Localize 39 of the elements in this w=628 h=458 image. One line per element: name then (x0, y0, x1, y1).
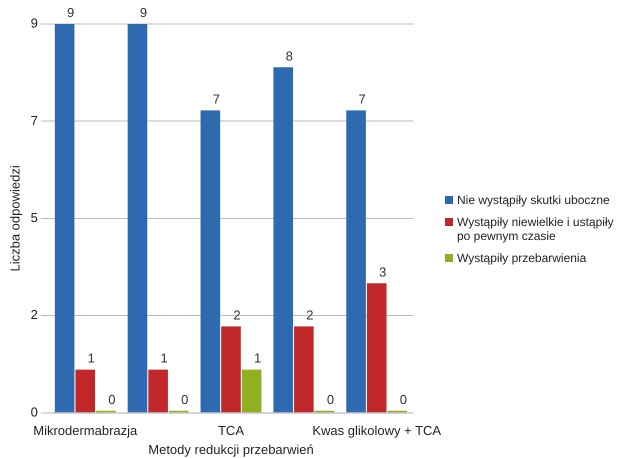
bar (75, 370, 96, 412)
data-label: 9 (67, 5, 74, 20)
data-label: 2 (233, 307, 241, 322)
legend-label: Wystąpiły przebarwienia (457, 251, 586, 265)
data-label: 0 (181, 392, 188, 407)
bar (128, 24, 148, 412)
data-label: 0 (108, 392, 116, 407)
x-tick-label: TCA (218, 423, 244, 438)
data-label: 7 (358, 91, 366, 106)
bar (54, 24, 74, 412)
data-label: 2 (306, 307, 314, 322)
x-tick-label: Kwas glikolowy + TCA (312, 423, 442, 438)
bar (366, 283, 387, 412)
x-tick-label: Mikrodermabrazja (33, 423, 138, 438)
bar (346, 110, 366, 412)
bar (200, 110, 220, 412)
y-tick-label: 2 (30, 307, 38, 322)
legend-label: Nie wystąpiły skutki uboczne (457, 193, 610, 207)
y-tick-label: 5 (30, 210, 38, 225)
data-label: 0 (326, 392, 334, 407)
data-label: 1 (160, 350, 168, 366)
data-label: 1 (88, 350, 95, 366)
y-tick-label: 9 (30, 16, 38, 31)
x-axis-title: Metody redukcji przebarwień (148, 442, 314, 457)
data-label: 8 (286, 48, 293, 64)
bar (242, 370, 262, 412)
data-label: 1 (254, 350, 262, 366)
data-label: 3 (379, 264, 386, 280)
y-tick-label: 7 (30, 112, 38, 128)
data-label: 7 (212, 91, 220, 106)
bar (148, 370, 168, 412)
bar (273, 67, 294, 412)
bar (294, 326, 314, 412)
y-axis-title: Liczba odpowiedzi (7, 165, 22, 272)
legend-label: Wystąpiły niewielkie i ustąpiły po pewnym czasie (457, 215, 615, 243)
data-label: 0 (400, 392, 407, 407)
data-label: 9 (140, 5, 148, 20)
y-tick-label: 0 (30, 404, 38, 420)
bar (221, 326, 241, 412)
